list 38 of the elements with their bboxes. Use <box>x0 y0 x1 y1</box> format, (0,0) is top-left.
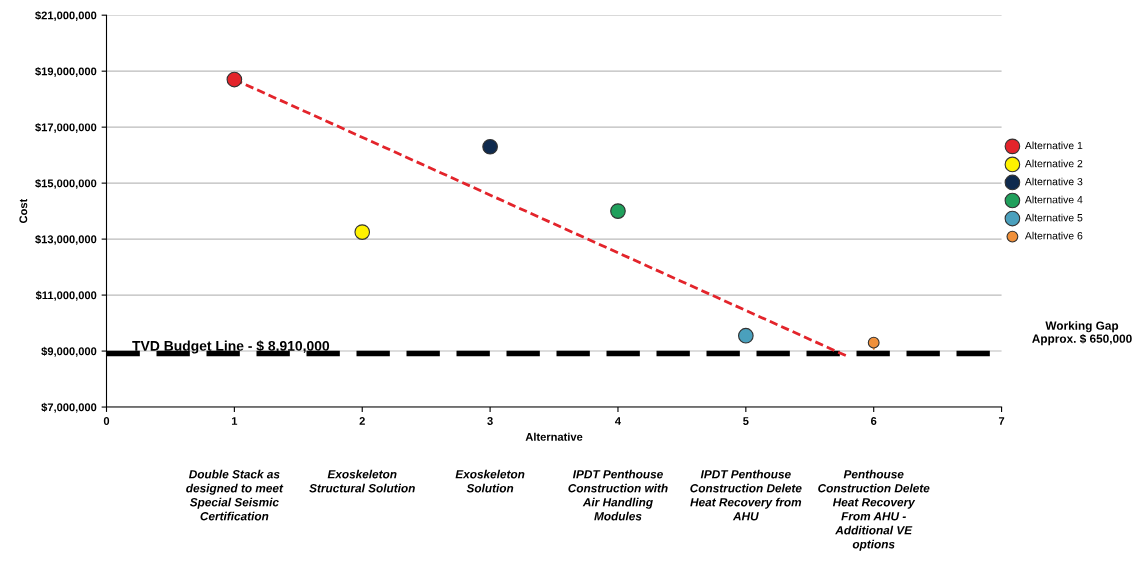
y-tick-label: $11,000,000 <box>35 290 97 301</box>
legend-label: Alternative 5 <box>1024 213 1083 222</box>
legend-label: Alternative 4 <box>1024 195 1083 204</box>
y-tick-label: $13,000,000 <box>35 234 97 245</box>
text: Working Gap Approx. $ 650,000 <box>1032 321 1132 346</box>
point <box>226 71 243 88</box>
x-axis-title: Alternative <box>525 432 583 441</box>
point <box>737 327 754 344</box>
text: Exoskeleton Structural Solution <box>309 469 415 493</box>
point <box>867 336 880 349</box>
y-tick-label: $9,000,000 <box>41 346 97 357</box>
x-tick-label: 7 <box>998 417 1005 425</box>
legend-label: Alternative 2 <box>1024 159 1083 168</box>
y-tick-label: $17,000,000 <box>35 122 97 133</box>
y-axis-title: Cost <box>19 198 28 223</box>
x-tick-label: 1 <box>231 417 238 425</box>
point <box>610 203 626 219</box>
x-tick-label: 2 <box>359 417 365 425</box>
x-tick-label: 6 <box>871 417 877 425</box>
y-tick-label: $19,000,000 <box>35 66 97 77</box>
x-tick-label: 3 <box>487 417 493 425</box>
text: IPDT Penthouse Construction Delete Heat Recovery from AHU <box>690 469 802 521</box>
ref-line-label: TVD Budget Line - $ 8,910,000 <box>132 340 330 354</box>
point <box>354 224 371 240</box>
point <box>482 138 498 155</box>
x-tick-label: 5 <box>743 417 749 425</box>
text: Penthouse Construction Delete Heat Recovery From AHU - Additional VE options <box>818 469 930 551</box>
text: Double Stack as designed to meet Special Seismic Certification <box>186 469 284 521</box>
legend-label: Alternative 6 <box>1024 231 1083 240</box>
text: IPDT Penthouse Construction with Air Handling Modules <box>568 469 668 521</box>
x-tick-label: 0 <box>103 417 110 425</box>
text: Exoskeleton Solution <box>455 469 525 493</box>
legend-label: Alternative 3 <box>1024 177 1083 186</box>
y-tick-label: $21,000,000 <box>35 10 97 21</box>
y-tick-label: $7,000,000 <box>41 402 97 413</box>
legend-label: Alternative 1 <box>1024 141 1083 150</box>
x-tick-label: 4 <box>615 417 621 425</box>
y-tick-label: $15,000,000 <box>35 178 97 189</box>
